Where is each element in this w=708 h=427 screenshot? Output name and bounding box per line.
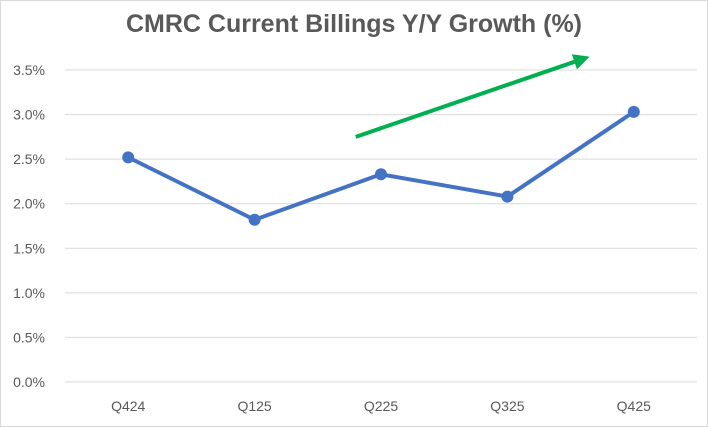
y-axis-ticks: 0.0% 0.5% 1.0% 1.5% 2.0% 2.5% 3.0% 3.5% [13,62,45,390]
trend-arrow-icon [571,54,590,70]
data-point [248,213,261,226]
x-tick-label: Q325 [490,398,524,414]
x-axis-ticks: Q424 Q125 Q225 Q325 Q425 [111,398,651,414]
trend-arrow-shaft [355,59,576,139]
data-point [627,105,640,118]
annotation-layer [355,54,590,139]
y-tick-label: 1.0% [13,285,45,301]
y-tick-label: 3.0% [13,107,45,123]
y-tick-label: 0.5% [13,329,45,345]
data-point [375,168,387,181]
y-tick-label: 0.0% [13,374,45,390]
chart-title: CMRC Current Billings Y/Y Growth (%) [125,10,583,38]
series-layer [122,105,640,226]
x-tick-label: Q225 [364,398,398,414]
y-tick-label: 1.5% [13,240,45,256]
x-tick-label: Q125 [237,398,271,414]
y-tick-label: 2.0% [13,196,45,212]
x-tick-label: Q424 [111,398,145,414]
y-tick-label: 2.5% [13,151,45,167]
data-point [122,151,135,164]
x-tick-label: Q425 [617,398,651,414]
data-point [501,190,514,203]
gridlines [65,69,697,383]
y-tick-label: 3.5% [13,62,45,78]
